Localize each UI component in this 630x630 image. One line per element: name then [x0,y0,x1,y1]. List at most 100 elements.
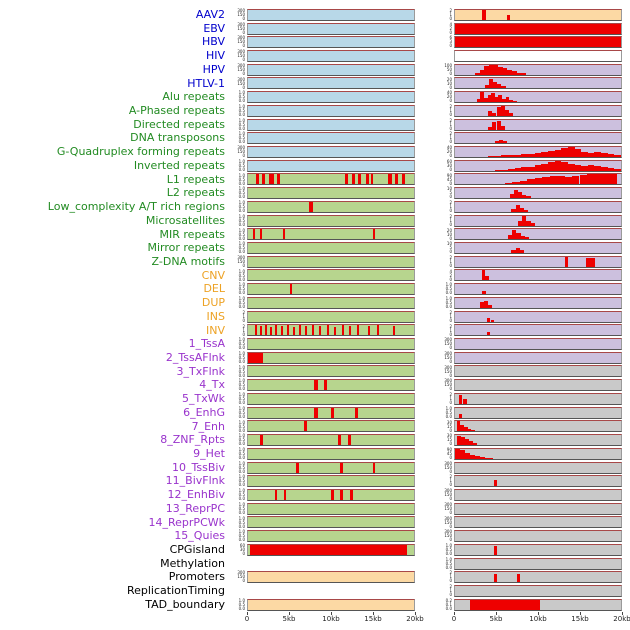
x-tick-mark [622,611,623,615]
right-panel [454,242,622,255]
track-label: DNA transposons [130,131,225,145]
track-row: Methylation 1.0 0.5 0.0 [0,557,630,571]
left-panel [247,475,415,488]
left-panel [247,392,415,405]
track-row: HBV 300 150 0 6 3 0 [0,35,630,49]
track-label: HIV [205,49,225,63]
panel-gap [415,228,437,242]
data-bar [487,94,492,103]
left-panel [247,200,415,213]
x-tick-label: 0 [244,615,250,624]
left-panel [247,283,415,296]
left-y-axis-ticks: 1.0 0.5 0.0 [230,461,247,475]
data-bar [513,189,519,199]
y-tick-label: 2 [449,213,452,219]
right-y-axis-ticks: 100 50 0 [437,63,454,77]
panel-gap [415,378,437,392]
data-bar [464,439,470,446]
y-tick-label: 2 [449,584,452,590]
left-panel [247,132,415,145]
left-panel [247,242,415,255]
data-bar [260,435,264,446]
data-bar [614,154,621,157]
y-tick-label: 1.0 [238,104,245,110]
y-tick-label: 0 [449,153,452,159]
data-bar [601,167,608,171]
y-tick-label: 0.0 [238,455,245,460]
y-tick-label: 0 [449,386,452,392]
data-bar [511,250,516,254]
track-row: Alu repeats 1.0 0.5 0.0 40 20 0 [0,90,630,104]
y-tick-label: 0.5 [238,368,245,374]
data-bar [523,209,529,212]
track-label: 12_EnhBiv [167,488,225,502]
y-tick-label: 0.5 [238,505,245,511]
y-tick-label: 300 [444,460,452,466]
y-tick-label: 0.0 [445,413,452,419]
left-y-axis-ticks: 300 150 0 [230,63,247,77]
left-y-axis-ticks: 1.0 0.5 0.0 [230,282,247,296]
data-bar [505,97,510,103]
y-tick-label: 0.0 [445,605,452,611]
y-tick-label: 0 [449,427,452,433]
y-tick-label: 1.0 [238,392,245,398]
data-bar [393,325,396,336]
y-tick-label: 150 [444,519,452,525]
right-y-axis-ticks: 20 10 0 [437,228,454,242]
y-tick-label: 0.0 [238,166,245,172]
x-tick-label: 20kb [406,615,424,624]
y-tick-label: 0.5 [238,204,245,210]
right-panel [454,91,622,104]
data-bar [331,489,334,500]
y-tick-label: 2 [449,254,452,260]
data-bar [351,174,356,185]
data-bar [482,290,486,295]
panel-gap [415,324,437,338]
data-bar [304,421,308,432]
x-tick-label: 10kb [322,615,340,624]
data-bar [514,154,522,157]
data-bar [498,139,504,144]
data-bar [502,98,506,103]
data-bar [319,326,322,336]
left-y-axis-ticks: 300 150 0 [230,35,247,49]
y-tick-label: 2 [449,8,452,13]
track-row: INV 2 1 0 2 1 0 [0,324,630,338]
y-tick-label: 0.0 [238,372,245,378]
x-tick-label: 15kb [571,615,589,624]
data-bar [594,174,602,185]
data-bar [483,97,488,103]
y-tick-label: 10 [446,241,452,247]
data-bar [507,14,510,20]
left-y-axis-ticks: 300 150 0 [230,145,247,159]
left-panel [247,461,415,474]
y-tick-label: 0.5 [445,300,452,306]
track-label: L2 repeats [166,186,225,200]
left-y-axis-ticks: 1.0 0.5 0.0 [230,529,247,543]
right-y-axis-ticks: 0.2 0.1 0.0 [437,598,454,612]
data-bar [515,205,520,212]
track-row: G-Quadruplex forming repeats 300 150 0 40 20 0 [0,145,630,159]
data-bar [516,232,521,240]
right-panel [454,310,622,323]
y-tick-label: 1.0 [445,296,452,302]
left-panel [247,488,415,501]
y-tick-label: 2 [242,323,245,329]
left-panel [247,8,415,21]
y-tick-label: 0 [242,153,245,159]
data-bar [305,326,308,336]
data-bar [259,326,262,336]
data-bar [277,174,280,185]
y-tick-label: 150 [237,39,245,45]
y-tick-label: 150 [444,354,452,360]
data-bar [323,380,327,391]
track-label: G-Quadruplex forming repeats [56,145,225,159]
x-tick-label: 15kb [364,615,382,624]
data-bar [482,10,486,20]
y-tick-label: 1.0 [238,117,245,123]
left-y-axis-ticks: 1.0 0.5 0.0 [230,351,247,365]
data-bar [564,177,573,185]
track-row: Microsatellites 1.0 0.5 0.0 2 1 0 [0,214,630,228]
panel-gap [415,351,437,365]
